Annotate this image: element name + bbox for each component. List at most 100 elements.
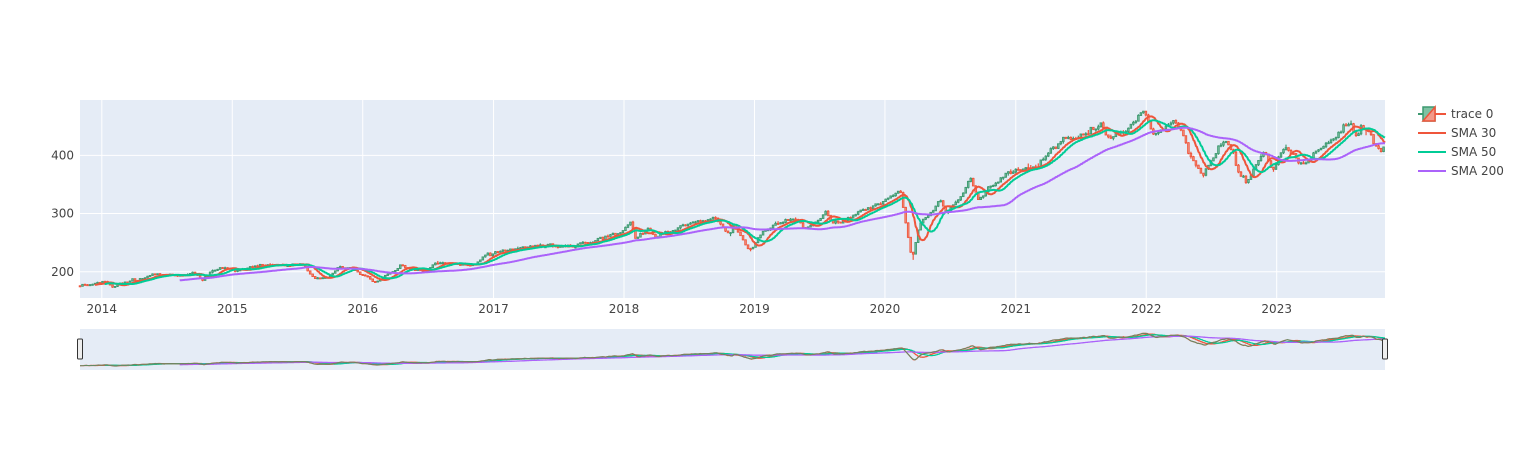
candle [1239, 171, 1243, 177]
candle [954, 200, 957, 206]
candle [1092, 126, 1095, 131]
candle [601, 236, 605, 241]
candle [981, 195, 985, 199]
candle [331, 272, 334, 276]
candle [148, 274, 152, 278]
candle [1182, 129, 1185, 137]
range-slider-right-handle[interactable] [1382, 338, 1388, 360]
candle [321, 277, 324, 280]
candle [1014, 168, 1018, 174]
candle [1069, 136, 1073, 140]
candle [1204, 168, 1208, 177]
candle [253, 265, 257, 268]
candle [699, 219, 702, 223]
candle [486, 252, 490, 256]
x-tick-label: 2017 [478, 302, 509, 316]
candle [584, 241, 587, 244]
candle [861, 208, 865, 211]
candle [759, 234, 762, 239]
x-tick-label: 2015 [217, 302, 248, 316]
candle [961, 192, 965, 198]
candle [784, 218, 787, 224]
candle [86, 284, 89, 287]
legend-item-sma-200[interactable]: SMA 200 [1418, 164, 1504, 178]
candle [1339, 130, 1343, 134]
candle [761, 230, 765, 236]
candle [1222, 140, 1225, 147]
x-tick-label: 2016 [347, 302, 378, 316]
candle [401, 264, 405, 267]
candle [674, 229, 677, 232]
candle [1132, 120, 1135, 126]
x-tick-label: 2014 [87, 302, 118, 316]
candle [101, 280, 104, 284]
candle [404, 264, 407, 269]
candle [824, 210, 827, 216]
candle [1379, 147, 1383, 153]
candle [356, 269, 359, 273]
candle [146, 275, 149, 279]
candle [884, 198, 887, 202]
x-tick-label: 2022 [1131, 302, 1162, 316]
candle [866, 207, 870, 211]
candle [1044, 155, 1048, 161]
candle [921, 218, 925, 224]
candle [1347, 122, 1350, 127]
candle [338, 265, 342, 269]
candle [1102, 121, 1105, 128]
candle [236, 269, 239, 273]
legend-item-sma-50[interactable]: SMA 50 [1418, 145, 1496, 159]
candle [318, 277, 322, 280]
candle [1274, 164, 1278, 170]
legend-label: SMA 200 [1451, 164, 1504, 178]
candle [999, 177, 1003, 183]
legend: trace 0 SMA 30 SMA 50 SMA 200 [1418, 104, 1504, 178]
candle [1337, 131, 1340, 139]
candle [1169, 121, 1173, 126]
candle [624, 226, 627, 232]
candle [499, 250, 502, 253]
candle [1042, 157, 1045, 161]
x-tick-label: 2018 [609, 302, 640, 316]
candle [1187, 142, 1190, 155]
candle [489, 252, 492, 257]
candle [1287, 147, 1290, 152]
candle [521, 246, 525, 249]
candle [609, 233, 612, 237]
candle [1002, 176, 1005, 180]
candle [1334, 136, 1338, 141]
candle [1237, 164, 1240, 174]
candle [859, 209, 862, 213]
legend-item-trace-0[interactable]: trace 0 [1418, 104, 1493, 122]
range-slider-left-handle[interactable] [77, 338, 83, 360]
range-slider[interactable] [80, 329, 1385, 370]
candle [1319, 147, 1323, 151]
candle [376, 280, 379, 283]
candle [103, 280, 107, 283]
candle [891, 194, 895, 198]
sma-200-line-mini [179, 335, 1385, 366]
candle [1154, 132, 1158, 136]
candle [936, 201, 940, 208]
candle [1089, 126, 1093, 135]
candle [1344, 123, 1348, 127]
candle [906, 222, 910, 239]
legend-item-sma-30[interactable]: SMA 30 [1418, 126, 1496, 140]
candle [926, 215, 930, 219]
candle [596, 237, 600, 242]
candle [88, 284, 92, 287]
range-slider-lines [79, 332, 1386, 367]
x-tick-label: 2023 [1261, 302, 1292, 316]
candle [366, 275, 369, 278]
candle [794, 217, 797, 221]
candle [1219, 143, 1223, 148]
candle [1227, 140, 1230, 146]
candle [681, 223, 685, 227]
candle [851, 214, 855, 219]
candle [654, 233, 657, 238]
candle [1247, 179, 1250, 184]
candle [821, 214, 825, 219]
candle [128, 280, 132, 283]
candle [709, 218, 712, 221]
